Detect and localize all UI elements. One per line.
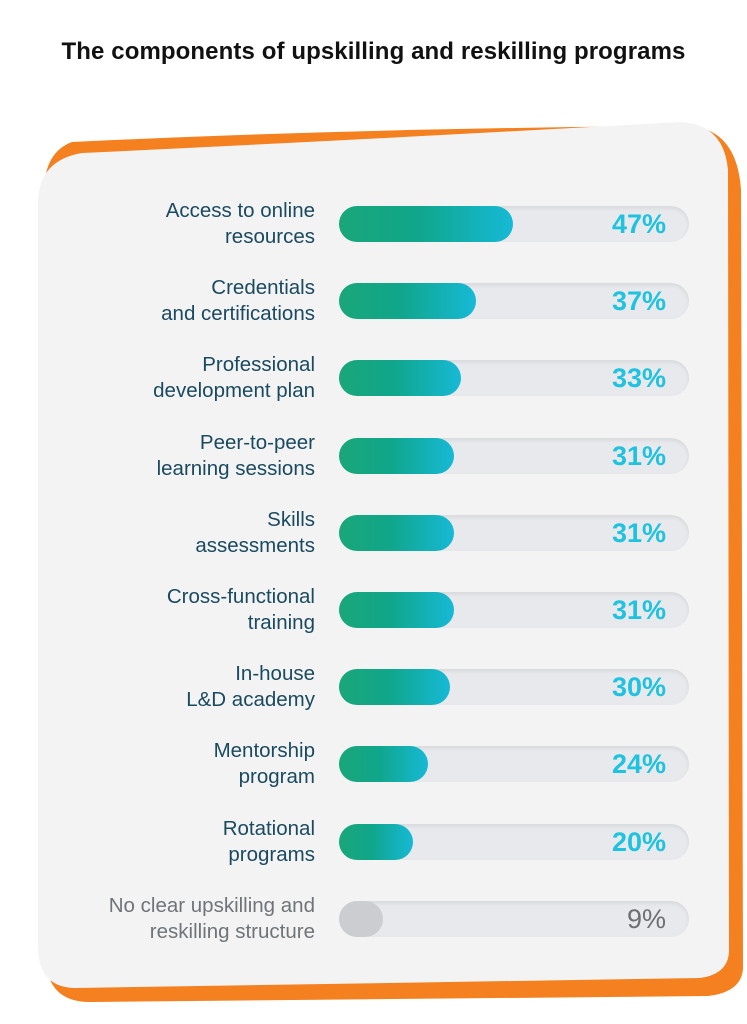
bar-value-label: 30%	[611, 672, 666, 703]
bar-value-label: 37%	[611, 286, 666, 317]
bar-label: Access to online resources	[165, 199, 315, 248]
bar	[339, 283, 476, 320]
bar-label: Peer-to-peer learning sessions	[156, 430, 315, 480]
bar-value-label: 20%	[611, 826, 666, 857]
bar-value-label: 9%	[626, 903, 666, 934]
bar	[339, 592, 454, 628]
bar-value-label: 31%	[611, 440, 666, 471]
bar	[339, 669, 451, 706]
page-title: The components of upskilling and reskill…	[61, 38, 686, 65]
bar-label: Cross-functional training	[166, 585, 315, 634]
bar-label: Mentorship program	[213, 739, 315, 789]
bar-label: Rotational programs	[222, 816, 315, 866]
bar-label: In-house L&D academy	[186, 662, 315, 712]
bar	[339, 360, 462, 397]
bar-label: No clear upskilling and reskilling struc…	[108, 893, 315, 943]
bar	[339, 746, 428, 783]
bar-label: Skills assessments	[195, 507, 315, 557]
bar-label: Credentials and certifications	[161, 276, 315, 326]
bar-value-label: 33%	[611, 363, 666, 394]
bar-value-label: 31%	[611, 517, 666, 548]
bar	[339, 823, 414, 860]
bar	[339, 437, 454, 474]
bar-value-label: 31%	[611, 595, 666, 625]
bar-label: Professional development plan	[153, 353, 315, 403]
bar-value-label: 24%	[611, 749, 666, 780]
bar	[339, 206, 513, 242]
bar	[339, 900, 383, 937]
bar-value-label: 47%	[611, 209, 666, 239]
bar-track	[339, 900, 689, 937]
bar	[339, 514, 454, 551]
